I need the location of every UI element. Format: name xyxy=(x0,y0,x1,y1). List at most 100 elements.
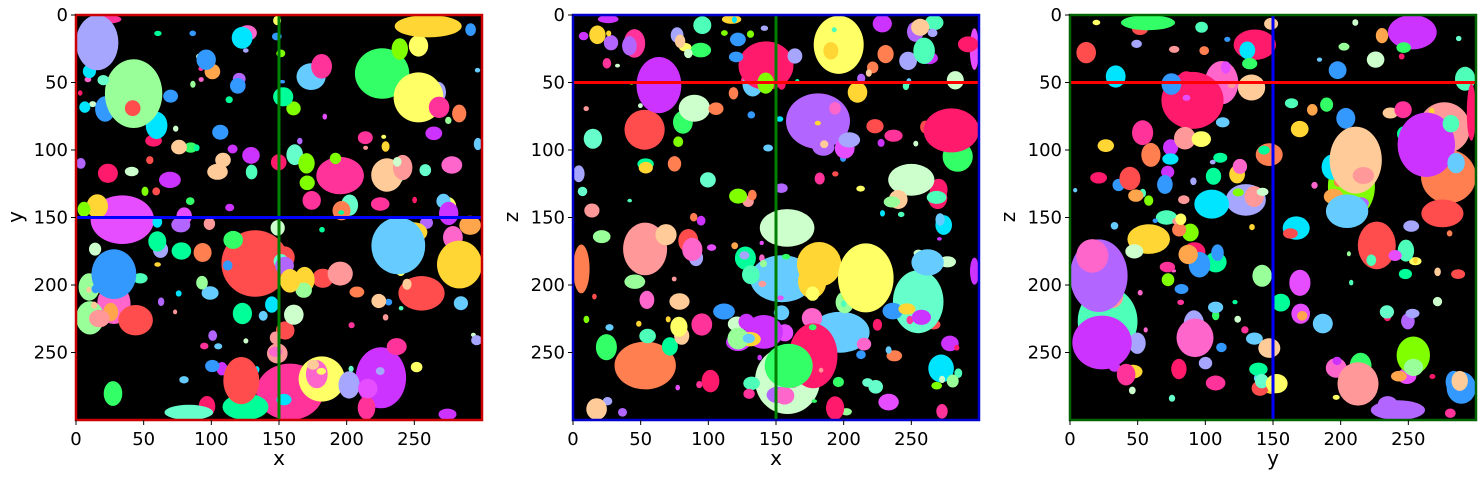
panel-xy-label-blob xyxy=(225,203,235,212)
panel-yz-label-blob xyxy=(1398,53,1405,60)
panel-xy-label-blob xyxy=(212,124,229,140)
panel-xy-label-blob xyxy=(124,100,141,117)
panel-xy-label-blob xyxy=(392,157,402,167)
panel-xy-label-blob xyxy=(173,309,178,315)
panel-xy-label-blob xyxy=(371,217,426,275)
panel-xz-y-axis-label: z xyxy=(499,212,523,223)
panel-xy-label-blob xyxy=(445,116,452,124)
panel-yz-label-blob xyxy=(1241,326,1249,334)
panel-xy-label-blob xyxy=(459,215,481,235)
panel-xz-label-blob xyxy=(954,368,963,379)
panel-yz-label-blob xyxy=(1256,187,1269,196)
panel-xz-label-blob xyxy=(597,15,619,24)
panel-xz-label-blob xyxy=(774,386,795,405)
panel-yz-label-blob xyxy=(1125,244,1144,259)
panel-yz-label-blob xyxy=(1215,117,1230,128)
panel-xy-label-blob xyxy=(471,335,482,346)
panel-yz-label-blob xyxy=(1336,107,1356,129)
panel-xy-label-blob xyxy=(148,231,167,252)
panel-xy-label-blob xyxy=(311,54,332,79)
panel-xy-label-blob xyxy=(179,376,189,384)
panel-xy-label-blob xyxy=(157,297,165,307)
panel-xz-label-blob xyxy=(739,251,750,260)
panel-xz-label-blob xyxy=(813,15,864,74)
panel-yz-label-blob xyxy=(1090,172,1107,184)
panel-xz-label-blob xyxy=(902,82,910,91)
panel-xy-label-blob xyxy=(381,141,390,152)
panel-yz-label-blob xyxy=(1141,142,1161,167)
panel-xy-label-blob xyxy=(391,38,408,60)
panel-yz-x-tick-label: 150 xyxy=(1256,429,1290,450)
panel-xy-label-blob xyxy=(175,290,182,297)
panel-yz-y-tick-label: 50 xyxy=(1039,73,1062,94)
panel-yz-label-blob xyxy=(1255,143,1283,167)
panel-xz-label-blob xyxy=(832,376,844,388)
panel-xz-label-blob xyxy=(936,404,948,419)
panel-xz-label-blob xyxy=(603,35,619,51)
panel-yz-label-blob xyxy=(1397,239,1415,262)
panel-xy-blobs xyxy=(76,14,482,420)
panel-xz-label-blob xyxy=(592,230,611,244)
panel-yz-label-blob xyxy=(1434,267,1441,277)
panel-yz-label-blob xyxy=(1195,21,1208,33)
panel-yz-label-blob xyxy=(1132,120,1154,146)
panel-xz-x-tick-label: 250 xyxy=(894,429,928,450)
panel-xz-y-axis: 0 50 100 150 200 250 xyxy=(531,5,573,364)
panel-xz-label-blob xyxy=(911,18,930,36)
panel-xz-label-blob xyxy=(764,343,813,388)
panel-xy-x-tick-label: 150 xyxy=(262,429,296,450)
panel-xz-label-blob xyxy=(729,188,748,204)
panel-xz: 0 50 100 150 200 250 0 50 100 150 200 250 x z xyxy=(499,5,981,470)
panel-xz-label-blob xyxy=(622,36,637,56)
panel-xz-label-blob xyxy=(592,293,597,300)
panel-xy-label-blob xyxy=(89,242,102,256)
panel-xz-label-blob xyxy=(573,244,590,294)
panel-xz-label-blob xyxy=(700,172,716,188)
panel-xy-label-blob xyxy=(371,293,387,309)
panel-xz-label-blob xyxy=(886,350,903,362)
panel-xy-label-blob xyxy=(275,321,295,340)
panel-xy-label-blob xyxy=(91,301,98,309)
panel-xy-label-blob xyxy=(243,338,249,344)
panel-xy-label-blob xyxy=(441,156,463,174)
panel-xz-label-blob xyxy=(911,249,944,276)
panel-xy-label-blob xyxy=(280,269,300,293)
panel-yz-label-blob xyxy=(1394,101,1412,119)
panel-xy-label-blob xyxy=(89,309,110,328)
panel-yz-label-blob xyxy=(1325,194,1369,228)
panel-yz-label-blob xyxy=(1175,213,1187,225)
panel-xz-label-blob xyxy=(884,129,903,142)
panel-xy-label-blob xyxy=(354,48,410,99)
panel-yz-label-blob xyxy=(1137,289,1143,296)
panel-xy-label-blob xyxy=(284,304,304,325)
panel-yz-label-blob xyxy=(1171,358,1187,380)
panel-xz-label-blob xyxy=(731,16,737,23)
panel-yz-label-blob xyxy=(1429,107,1435,115)
panel-yz-label-blob xyxy=(1155,210,1178,225)
panel-xy-label-blob xyxy=(205,359,220,373)
panel-yz-label-blob xyxy=(1258,145,1270,155)
panel-xy-label-blob xyxy=(322,113,328,120)
panel-xz-label-blob xyxy=(690,212,698,222)
panel-xy-label-blob xyxy=(357,396,376,420)
panel-xz-label-blob xyxy=(840,300,847,308)
panel-xy-label-blob xyxy=(227,144,238,154)
panel-xz-label-blob xyxy=(857,73,866,84)
panel-xz-label-blob xyxy=(727,327,749,350)
panel-xy-label-blob xyxy=(299,175,315,191)
panel-xz-label-blob xyxy=(777,295,784,301)
panel-yz-label-blob xyxy=(1239,41,1256,60)
panel-xz-label-blob xyxy=(926,190,947,204)
panel-yz-label-blob xyxy=(1442,115,1460,133)
panel-yz-label-blob xyxy=(1220,61,1231,74)
panel-xy-label-blob xyxy=(152,216,163,228)
panel-xy-label-blob xyxy=(79,101,91,113)
panel-yz-y-tick-label: 0 xyxy=(1051,5,1062,26)
panel-xz-label-blob xyxy=(928,354,954,383)
panel-xz-label-blob xyxy=(747,189,757,201)
panel-xz-label-blob xyxy=(655,224,677,246)
panel-xy-label-blob xyxy=(171,217,191,233)
panel-xy-label-blob xyxy=(349,286,365,298)
panel-xz-label-blob xyxy=(831,27,837,33)
panel-xy-label-blob xyxy=(215,152,231,168)
